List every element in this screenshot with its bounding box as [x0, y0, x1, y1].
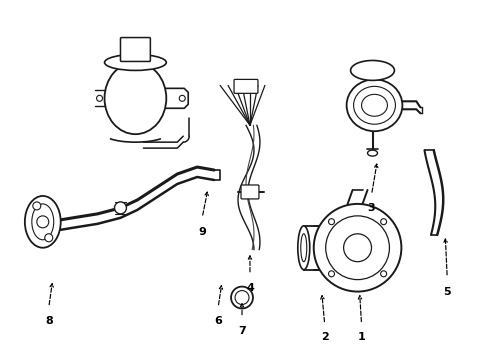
Text: 9: 9 — [198, 227, 206, 237]
Circle shape — [45, 234, 53, 242]
Text: 8: 8 — [45, 316, 52, 327]
FancyBboxPatch shape — [121, 37, 150, 62]
Text: 1: 1 — [358, 332, 366, 342]
Circle shape — [343, 234, 371, 262]
Text: 6: 6 — [214, 316, 222, 327]
Circle shape — [326, 216, 390, 280]
Ellipse shape — [350, 60, 394, 80]
Circle shape — [33, 202, 41, 210]
Circle shape — [381, 271, 387, 277]
Circle shape — [314, 204, 401, 292]
Text: 4: 4 — [246, 283, 254, 293]
FancyBboxPatch shape — [241, 185, 259, 199]
Ellipse shape — [362, 94, 388, 116]
Circle shape — [97, 95, 102, 101]
Circle shape — [328, 271, 335, 277]
Ellipse shape — [298, 226, 310, 270]
Ellipse shape — [346, 80, 402, 131]
Circle shape — [37, 216, 49, 228]
Circle shape — [235, 291, 249, 305]
Text: 3: 3 — [368, 203, 375, 213]
Circle shape — [328, 219, 335, 225]
Text: 5: 5 — [443, 287, 451, 297]
Ellipse shape — [104, 62, 166, 134]
Ellipse shape — [32, 204, 54, 240]
FancyBboxPatch shape — [234, 80, 258, 93]
Circle shape — [231, 287, 253, 309]
Circle shape — [381, 219, 387, 225]
Ellipse shape — [104, 54, 166, 71]
Ellipse shape — [301, 234, 307, 262]
Ellipse shape — [25, 196, 61, 248]
Ellipse shape — [368, 150, 377, 156]
Circle shape — [115, 202, 126, 214]
Text: 2: 2 — [321, 332, 329, 342]
Circle shape — [179, 95, 185, 101]
Ellipse shape — [354, 86, 395, 124]
Text: 7: 7 — [238, 327, 246, 336]
